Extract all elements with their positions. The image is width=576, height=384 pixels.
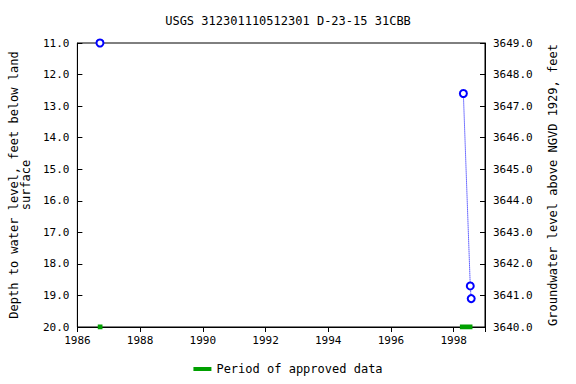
svg-text:1990: 1990 <box>190 334 217 347</box>
svg-text:18.0: 18.0 <box>43 257 70 270</box>
svg-text:16.0: 16.0 <box>43 194 70 207</box>
svg-text:1996: 1996 <box>378 334 405 347</box>
svg-text:15.0: 15.0 <box>43 163 70 176</box>
svg-text:USGS 312301110512301 D-23-15 3: USGS 312301110512301 D-23-15 31CBB <box>165 14 411 28</box>
svg-text:Period of approved data: Period of approved data <box>216 362 382 376</box>
svg-text:1992: 1992 <box>252 334 279 347</box>
svg-text:3646.0: 3646.0 <box>493 131 533 144</box>
svg-text:11.0: 11.0 <box>43 37 70 50</box>
svg-text:3648.0: 3648.0 <box>493 68 533 81</box>
svg-text:14.0: 14.0 <box>43 131 70 144</box>
svg-text:13.0: 13.0 <box>43 100 70 113</box>
svg-text:1998: 1998 <box>440 334 467 347</box>
svg-text:3641.0: 3641.0 <box>493 289 533 302</box>
svg-text:3649.0: 3649.0 <box>493 37 533 50</box>
svg-text:3640.0: 3640.0 <box>493 321 533 334</box>
svg-text:3645.0: 3645.0 <box>493 163 533 176</box>
svg-text:1986: 1986 <box>64 334 91 347</box>
svg-text:surface: surface <box>19 160 33 211</box>
svg-text:3647.0: 3647.0 <box>493 100 533 113</box>
svg-text:3643.0: 3643.0 <box>493 226 533 239</box>
svg-text:3642.0: 3642.0 <box>493 257 533 270</box>
svg-text:Depth to water level, feet bel: Depth to water level, feet below land <box>7 51 21 319</box>
svg-text:12.0: 12.0 <box>43 68 70 81</box>
svg-text:20.0: 20.0 <box>43 321 70 334</box>
svg-text:1988: 1988 <box>127 334 154 347</box>
svg-text:Groundwater level above NGVD 1: Groundwater level above NGVD 1929, feet <box>546 44 560 326</box>
svg-text:3644.0: 3644.0 <box>493 194 533 207</box>
svg-text:1994: 1994 <box>315 334 342 347</box>
svg-text:19.0: 19.0 <box>43 289 70 302</box>
svg-text:17.0: 17.0 <box>43 226 70 239</box>
